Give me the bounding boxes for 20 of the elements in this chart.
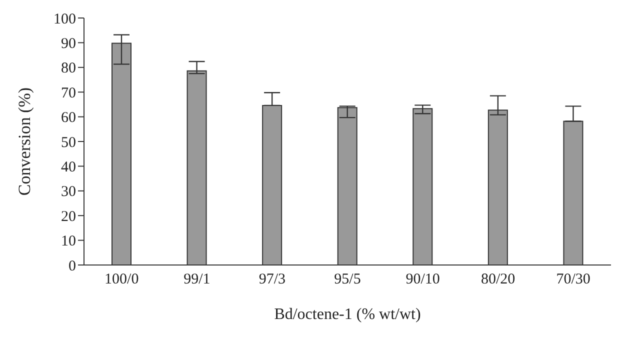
y-tick-label: 30 (61, 184, 76, 200)
y-tick-label: 80 (61, 60, 76, 77)
y-tick-label: 70 (61, 85, 76, 102)
y-tick-label: 50 (61, 134, 76, 151)
y-tick-label: 40 (61, 160, 76, 176)
x-tick-label: 95/5 (334, 272, 361, 288)
y-tick-label: 100 (54, 11, 76, 28)
y-tick-label: 10 (61, 234, 76, 250)
x-tick-label: 80/20 (480, 272, 516, 288)
y-tick-label: 20 (61, 208, 76, 225)
y-tick-label: 0 (68, 258, 76, 274)
y-tick-label: 90 (61, 36, 76, 52)
x-tick-label: 70/30 (556, 272, 590, 288)
x-tick-label: 100/0 (104, 272, 139, 288)
y-axis-title: Conversion (%) (15, 87, 34, 196)
y-tick-label: 60 (61, 110, 76, 126)
x-tick-label: 90/10 (406, 272, 440, 288)
x-tick-label: 99/1 (184, 272, 210, 288)
x-axis-title: Bd/octene-1 (% wt/wt) (274, 306, 421, 323)
x-tick-label: 97/3 (258, 272, 286, 288)
